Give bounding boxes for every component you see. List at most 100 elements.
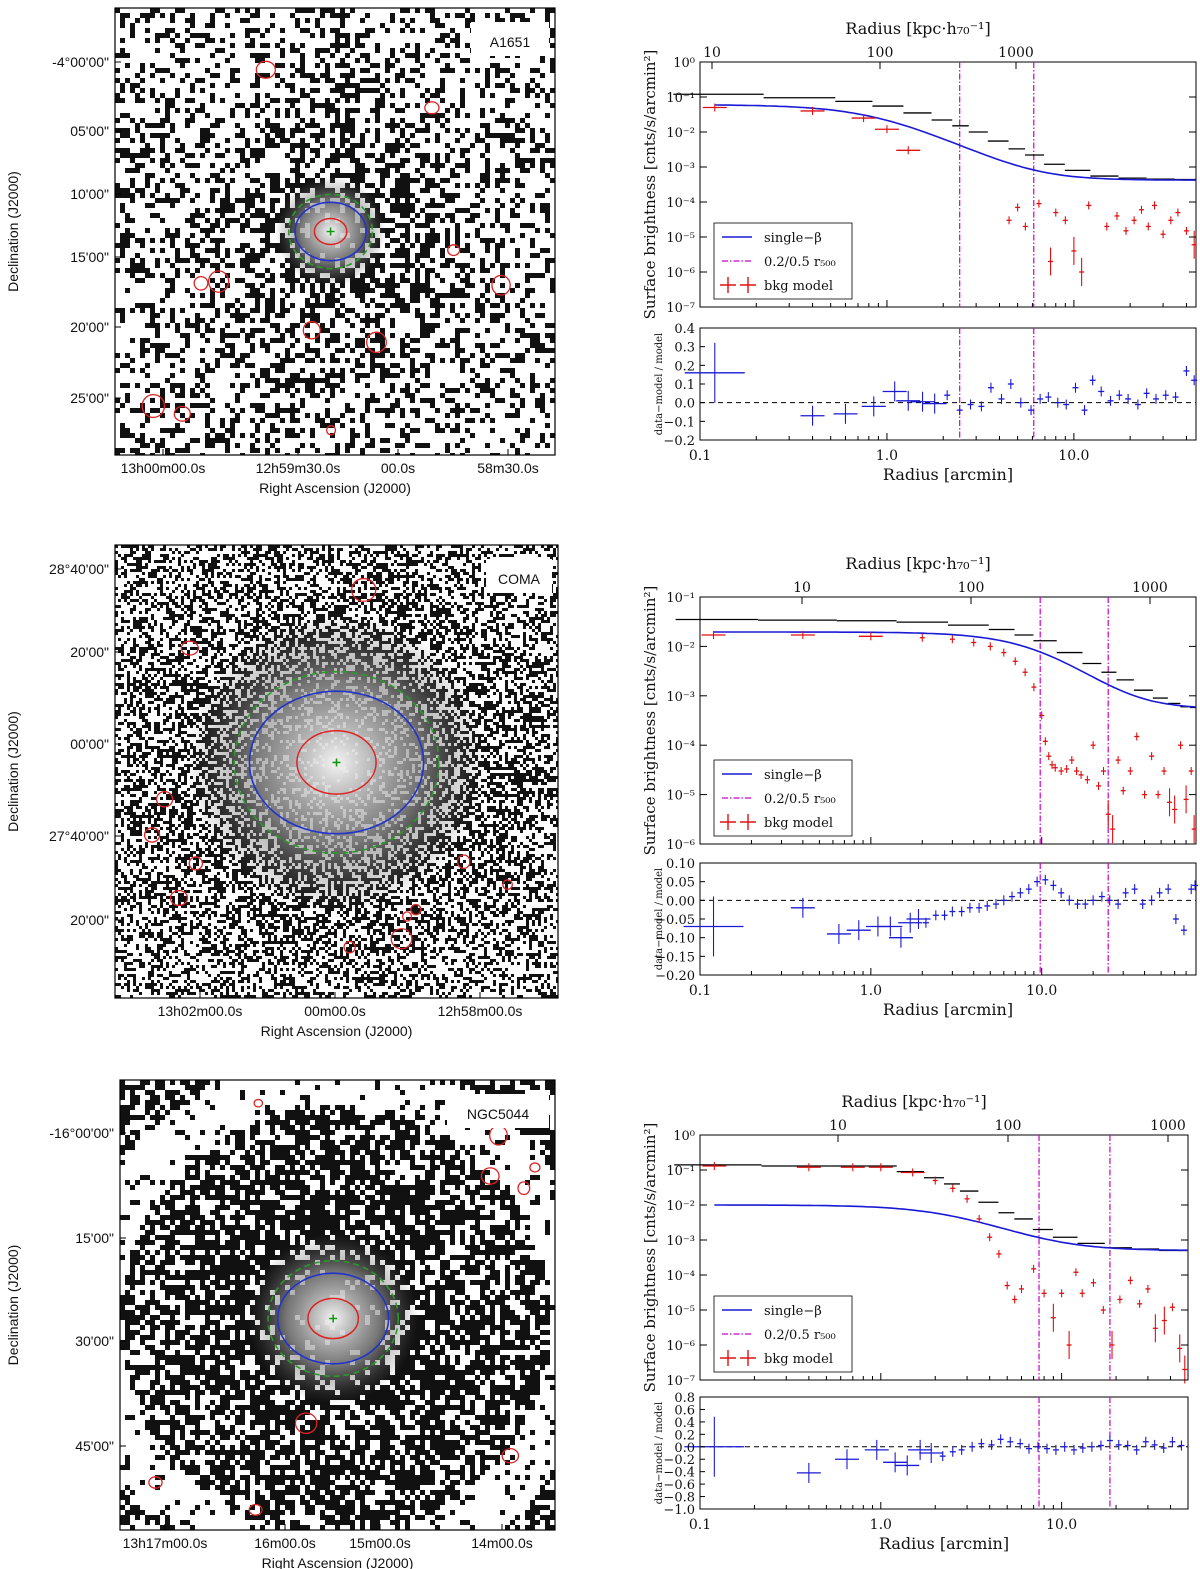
bkg-model-point (971, 638, 977, 647)
bkg-model-point (996, 1249, 1002, 1258)
ra-tick-label: 13h02m00.0s (158, 1003, 243, 1019)
residual-point (1156, 887, 1163, 898)
residual-point (984, 900, 991, 911)
residual-point (800, 405, 825, 426)
bkg-model-point (1145, 1284, 1151, 1293)
ra-tick-label: 12h58m00.0s (438, 1003, 523, 1019)
residual-point (956, 405, 963, 416)
y-tick-label: 10⁻³ (666, 1234, 695, 1249)
bkg-model-point (1001, 648, 1007, 657)
bkg-model-point (1031, 683, 1037, 692)
y-tick-label: 10⁻⁵ (666, 1304, 695, 1319)
top-tick-label: 100 (958, 580, 985, 596)
bkg-model-point (1177, 1334, 1183, 1363)
residual-tick-label: −0.4 (663, 1466, 695, 1481)
profile-chart: 10⁻¹ 10⁻² 10⁻³ 10⁻⁴ 10⁻⁵ 10⁻⁶ 0.10 0.05 0.00 −0.0… (641, 554, 1199, 1019)
bkg-model-point (1062, 216, 1068, 225)
dec-tick-label: 15'00" (75, 1230, 114, 1246)
residual-point (1191, 375, 1198, 386)
y-tick-label: 10⁻¹ (666, 591, 695, 606)
bkg-model-point (1120, 786, 1126, 795)
ra-tick-label: 13h17m00.0s (123, 1535, 208, 1551)
bkg-model-point (1183, 785, 1189, 814)
residual-point (1178, 1440, 1185, 1451)
residual-axis-label: data−model / model (654, 1402, 665, 1505)
bkg-model-point (1006, 216, 1012, 225)
ra-tick-label: 15m00.0s (349, 1535, 410, 1551)
name-box-bg (471, 22, 549, 56)
residual-tick-label: 0.6 (674, 1403, 695, 1418)
bkg-model-point (1160, 230, 1166, 239)
bkg-model-point (1079, 258, 1085, 286)
residual-tick-label: −0.8 (663, 1491, 695, 1506)
point-source-mask (401, 911, 413, 922)
residual-point (1139, 899, 1146, 910)
bkg-model-point (1022, 668, 1028, 677)
residual-point (1188, 884, 1195, 895)
residual-point (861, 396, 886, 417)
bkg-model-point (1100, 1306, 1106, 1314)
bkg-model-point (1145, 222, 1151, 231)
dec-tick-label: 28°40'00" (49, 561, 109, 577)
residual-point (846, 920, 871, 941)
residual-point (966, 902, 973, 913)
bkg-model-point (858, 632, 883, 641)
residual-point (1043, 1443, 1050, 1454)
bkg-model-point (1114, 211, 1120, 220)
point-source-mask (155, 790, 174, 808)
residual-point (1097, 1440, 1104, 1451)
sky-image-panel: NGC5044 -16°00'00" 15'00" 30'00" 45'00" 13h17… (5, 1079, 556, 1569)
top-axis-label: Radius [kpc·h₇₀⁻¹] (845, 19, 990, 38)
x-tick-label: 10.0 (1026, 983, 1057, 999)
residual-tick-label: −1.0 (663, 1503, 695, 1518)
dec-tick-label: 05'00" (70, 123, 109, 139)
cluster-name-box: NGC5044 (447, 1094, 549, 1128)
point-source-mask (188, 856, 204, 871)
top-tick-label: 1000 (1150, 1118, 1186, 1134)
ra-tick-label: 13h00m00.0s (121, 460, 206, 476)
legend: single−β 0.2/0.5 r₅₀₀ bkg model (713, 222, 853, 300)
residual-point (922, 917, 929, 928)
bkg-model-point (1090, 741, 1096, 750)
y-tick-label: 10⁻⁷ (666, 1374, 695, 1389)
y-axis-label: Surface brightness [cnts/s/arcmin²] (641, 586, 659, 856)
x-axis-label: Radius [arcmin] (883, 465, 1013, 484)
point-source-mask (501, 1448, 520, 1464)
bkg-model-point (896, 146, 921, 155)
residual-point (998, 393, 1005, 404)
point-source-mask (141, 393, 166, 419)
residual-tick-label: 0.2 (674, 1428, 695, 1443)
bkg-model-point (1041, 1289, 1047, 1298)
dec-tick-label: 20'00" (70, 644, 109, 660)
x-tick-label: 1.0 (870, 1517, 892, 1533)
residual-point (684, 1416, 745, 1477)
bkg-model-point (1167, 788, 1173, 817)
dec-tick-label: 45'00" (75, 1438, 114, 1454)
bkg-model-point (1149, 752, 1155, 761)
point-source-mask (447, 244, 461, 257)
y-tick-label: 10⁻⁶ (666, 838, 695, 853)
bkg-model-point (950, 1184, 956, 1193)
residual-tick-label: 0.8 (674, 1391, 695, 1406)
bkg-model-point (976, 1214, 982, 1223)
beta-model-line (714, 1204, 1188, 1251)
residual-point (826, 923, 851, 944)
residual-tick-label: 0.00 (666, 894, 695, 909)
residual-point (1116, 390, 1123, 401)
residual-point (944, 390, 951, 401)
residual-point (1172, 392, 1179, 403)
y-tick-label: 10⁻² (666, 640, 695, 655)
y-tick-label: 10⁰ (673, 1129, 695, 1144)
residual-point (1074, 899, 1081, 910)
image-pixels (115, 8, 555, 455)
bkg-model-point (932, 1176, 938, 1185)
ra-tick-label: 00m00.0s (304, 1003, 365, 1019)
bkg-model-point (1175, 208, 1181, 217)
dec-tick-label: 25'00" (70, 390, 109, 406)
residual-point (684, 342, 745, 403)
bkg-model-point (1182, 1355, 1188, 1384)
residual-tick-label: 0.4 (674, 322, 695, 337)
bkg-model-point (1110, 815, 1116, 844)
residual-point (1063, 399, 1070, 410)
